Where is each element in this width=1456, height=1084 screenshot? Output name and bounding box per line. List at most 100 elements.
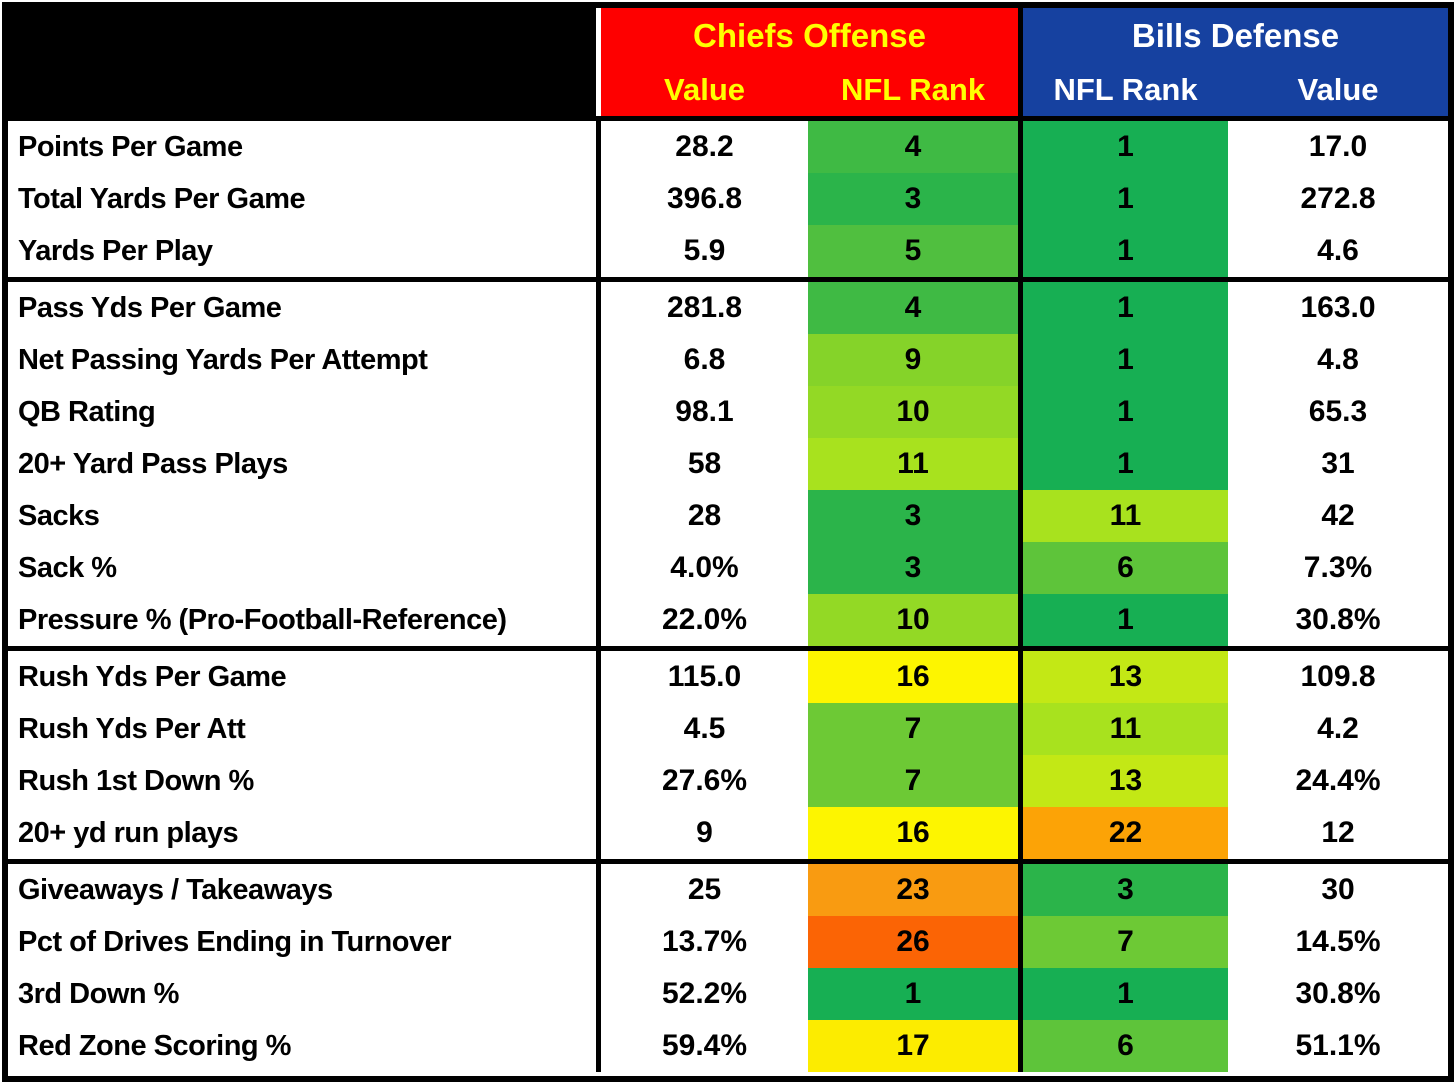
bills-rank-cell: 13	[1018, 755, 1228, 807]
bills-rank-cell: 1	[1018, 225, 1228, 277]
stat-label: Pass Yds Per Game	[18, 291, 282, 324]
chiefs-value-cell: 22.0%	[596, 594, 808, 646]
table-row: 20+ Yard Pass Plays 58 11 1 31	[8, 438, 1448, 490]
chiefs-value-cell: 59.4%	[596, 1020, 808, 1072]
bills-value-cell: 4.8	[1317, 343, 1359, 376]
chiefs-offense-header: Chiefs Offense	[596, 8, 1018, 64]
stat-label: Rush 1st Down %	[18, 764, 254, 797]
bills-value-cell: 30	[1321, 873, 1355, 906]
chiefs-rank-cell: 16	[808, 807, 1018, 859]
stat-label: Net Passing Yards Per Attempt	[18, 343, 428, 376]
stat-group: Pass Yds Per Game 281.8 4 1 163.0 Net Pa…	[8, 277, 1448, 646]
chiefs-rank-cell: 11	[808, 438, 1018, 490]
chiefs-rank-cell: 16	[808, 651, 1018, 703]
bills-rank-cell: 1	[1018, 968, 1228, 1020]
table-row: Total Yards Per Game 396.8 3 1 272.8	[8, 173, 1448, 225]
bills-value-cell: 17.0	[1308, 130, 1368, 163]
bills-value-cell: 31	[1321, 447, 1355, 480]
table-row: 3rd Down % 52.2% 1 1 30.8%	[8, 968, 1448, 1020]
chiefs-value-cell: 25	[596, 864, 808, 916]
stat-label: Sacks	[18, 499, 100, 532]
bills-rank-cell: 1	[1018, 594, 1228, 646]
table-row: QB Rating 98.1 10 1 65.3	[8, 386, 1448, 438]
bills-value-cell: 12	[1321, 816, 1355, 849]
chiefs-value-cell: 28	[596, 490, 808, 542]
bills-defense-header: Bills Defense	[1018, 8, 1448, 64]
chiefs-rank-cell: 7	[808, 703, 1018, 755]
table-row: Red Zone Scoring % 59.4% 17 6 51.1%	[8, 1020, 1448, 1072]
table-row: Giveaways / Takeaways 25 23 3 30	[8, 864, 1448, 916]
chiefs-rank-cell: 7	[808, 755, 1018, 807]
chiefs-rank-cell: 17	[808, 1020, 1018, 1072]
stat-label: Rush Yds Per Game	[18, 660, 287, 693]
chiefs-rank-cell: 3	[808, 490, 1018, 542]
chiefs-value-cell: 396.8	[596, 173, 808, 225]
bills-rank-cell: 13	[1018, 651, 1228, 703]
table-header: Chiefs Offense Bills Defense Value NFL R…	[8, 8, 1448, 121]
bills-rank-cell: 3	[1018, 864, 1228, 916]
table-row: Yards Per Play 5.9 5 1 4.6	[8, 225, 1448, 277]
table-body: Points Per Game 28.2 4 1 17.0 Total Yard…	[8, 121, 1448, 1076]
stat-label: 3rd Down %	[18, 977, 179, 1010]
table-row: Sacks 28 3 11 42	[8, 490, 1448, 542]
chiefs-value-cell: 4.5	[596, 703, 808, 755]
bills-value-cell: 163.0	[1300, 291, 1376, 324]
bills-value-cell: 30.8%	[1295, 977, 1381, 1010]
stat-label: Rush Yds Per Att	[18, 712, 246, 745]
bills-value-cell: 24.4%	[1295, 764, 1381, 797]
stat-label: Yards Per Play	[18, 234, 213, 267]
bills-rank-cell: 1	[1018, 282, 1228, 334]
bills-rank-cell: 1	[1018, 386, 1228, 438]
stat-label: Red Zone Scoring %	[18, 1029, 291, 1062]
chiefs-rank-cell: 10	[808, 386, 1018, 438]
table-row: Rush Yds Per Att 4.5 7 11 4.2	[8, 703, 1448, 755]
bills-rank-cell: 22	[1018, 807, 1228, 859]
chiefs-nfl-rank-column-header: NFL Rank	[808, 64, 1018, 116]
chiefs-rank-cell: 4	[808, 121, 1018, 173]
chiefs-rank-cell: 9	[808, 334, 1018, 386]
chiefs-value-cell: 6.8	[596, 334, 808, 386]
chiefs-rank-cell: 4	[808, 282, 1018, 334]
table-row: Rush 1st Down % 27.6% 7 13 24.4%	[8, 755, 1448, 807]
chiefs-rank-cell: 1	[808, 968, 1018, 1020]
bills-value-cell: 7.3%	[1303, 551, 1373, 584]
stat-group: Points Per Game 28.2 4 1 17.0 Total Yard…	[8, 121, 1448, 277]
stat-label: 20+ yd run plays	[18, 816, 239, 849]
stat-label: 20+ Yard Pass Plays	[18, 447, 288, 480]
chiefs-value-cell: 98.1	[596, 386, 808, 438]
chiefs-value-cell: 4.0%	[596, 542, 808, 594]
table-row: Pressure % (Pro-Football-Reference) 22.0…	[8, 594, 1448, 646]
bills-value-cell: 30.8%	[1295, 603, 1381, 636]
bills-value-cell: 14.5%	[1295, 925, 1381, 958]
stat-label: Points Per Game	[18, 130, 243, 163]
bills-rank-cell: 6	[1018, 542, 1228, 594]
bills-rank-cell: 1	[1018, 334, 1228, 386]
bills-rank-cell: 6	[1018, 1020, 1228, 1072]
bills-rank-cell: 11	[1018, 490, 1228, 542]
chiefs-rank-cell: 23	[808, 864, 1018, 916]
bills-nfl-rank-column-header: NFL Rank	[1018, 64, 1228, 116]
bills-value-cell: 51.1%	[1295, 1029, 1381, 1062]
chiefs-value-column-header: Value	[596, 64, 808, 116]
bills-value-column-header: Value	[1228, 64, 1448, 116]
stat-label: Pressure % (Pro-Football-Reference)	[18, 603, 507, 636]
chiefs-rank-cell: 10	[808, 594, 1018, 646]
stat-label: Total Yards Per Game	[18, 182, 306, 215]
chiefs-value-cell: 28.2	[596, 121, 808, 173]
stat-group: Rush Yds Per Game 115.0 16 13 109.8 Rush…	[8, 646, 1448, 859]
bills-value-cell: 272.8	[1300, 182, 1376, 215]
table-row: Net Passing Yards Per Attempt 6.8 9 1 4.…	[8, 334, 1448, 386]
table-row: Sack % 4.0% 3 6 7.3%	[8, 542, 1448, 594]
chiefs-value-cell: 13.7%	[596, 916, 808, 968]
chiefs-rank-cell: 5	[808, 225, 1018, 277]
bills-value-cell: 42	[1321, 499, 1355, 532]
bills-value-cell: 4.2	[1317, 712, 1359, 745]
corner-cell	[8, 8, 596, 116]
chiefs-value-cell: 5.9	[596, 225, 808, 277]
bills-value-cell: 109.8	[1300, 660, 1376, 693]
chiefs-value-cell: 27.6%	[596, 755, 808, 807]
table-row: Rush Yds Per Game 115.0 16 13 109.8	[8, 651, 1448, 703]
bills-rank-cell: 7	[1018, 916, 1228, 968]
bills-rank-cell: 1	[1018, 121, 1228, 173]
